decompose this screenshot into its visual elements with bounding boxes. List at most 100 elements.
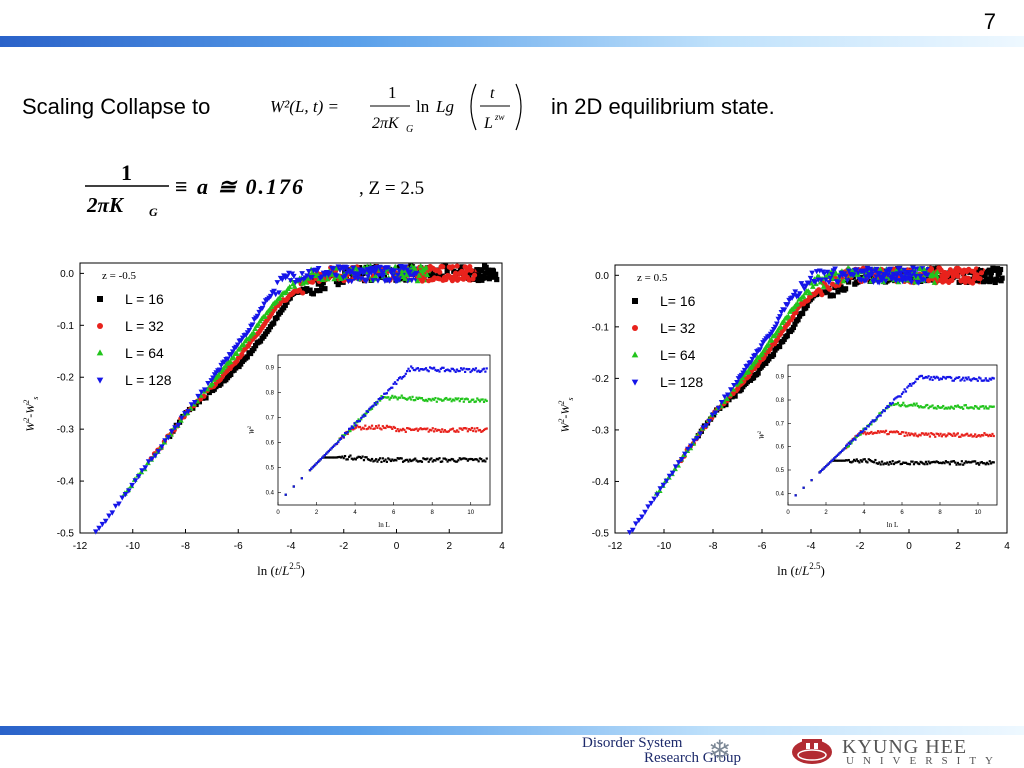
inset-data-point (859, 459, 862, 462)
y-tick-label: -0.1 (57, 321, 75, 332)
inset-data-point (341, 455, 344, 458)
inset-data-point (954, 461, 957, 464)
inset-data-point (839, 459, 842, 462)
data-point (319, 282, 325, 288)
inset-data-point (427, 430, 430, 433)
inset-data-point (980, 405, 983, 408)
inset-data-point (468, 368, 471, 371)
inset-data-point (930, 432, 933, 435)
inset-data-point (920, 374, 924, 378)
inset-data-point (819, 470, 822, 473)
data-point (861, 269, 868, 275)
inset-data-point (443, 369, 447, 373)
inset-data-point (948, 432, 951, 436)
data-point (804, 302, 810, 309)
inset-data-point (932, 407, 936, 410)
data-point (836, 274, 843, 280)
inset-data-point (454, 460, 457, 463)
inset-data-point (892, 430, 896, 433)
y-axis-label: W2-W2s (557, 398, 575, 433)
legend-label: L= 32 (660, 320, 696, 336)
inset-data-point (871, 432, 874, 435)
inset-data-point (946, 407, 949, 410)
inset-data-point (334, 443, 337, 446)
data-point (283, 288, 290, 294)
x-tick-label: -2 (856, 541, 865, 552)
inset-data-point (416, 397, 420, 401)
eq1-inner-den: L (483, 115, 493, 132)
inset-data-point (423, 399, 426, 402)
data-point (287, 278, 294, 284)
inset-data-point (330, 447, 333, 450)
inset-data-point (404, 397, 407, 401)
slide-number: 7 (983, 9, 996, 34)
inset-data-point (875, 462, 878, 465)
data-point (824, 269, 831, 275)
inset-data-point (947, 406, 950, 409)
data-point (844, 278, 851, 284)
data-point (685, 446, 691, 452)
data-point (268, 303, 275, 309)
inset-data-point (926, 433, 929, 436)
data-point (411, 264, 418, 270)
inset-data-point (431, 367, 434, 370)
inset-data-point (459, 427, 463, 430)
inset-data-point (422, 398, 425, 402)
inset-data-point (907, 404, 910, 407)
inset-data-point (990, 462, 993, 465)
inset-data-point (920, 461, 924, 464)
inset-data-point (354, 458, 357, 461)
inset-data-point (922, 406, 925, 409)
data-point (982, 271, 988, 277)
inset-data-point (888, 430, 892, 434)
inset-data-point (849, 440, 852, 443)
data-point (697, 431, 704, 437)
inset-data-point (350, 427, 353, 431)
inset-data-point (352, 428, 355, 431)
inset-data-point (903, 461, 906, 465)
inset-data-point (346, 430, 349, 434)
inset-data-point (846, 459, 849, 462)
inset-data-point (839, 450, 842, 454)
inset-data-point (857, 433, 860, 436)
inset-data-point (426, 457, 429, 460)
y-tick-label: 0.0 (60, 269, 74, 280)
data-point (155, 449, 162, 455)
inset-data-point (476, 397, 479, 400)
data-point (898, 270, 904, 276)
data-point (402, 264, 409, 270)
inset-data-point (875, 431, 878, 435)
inset-data-point (401, 460, 405, 463)
inset-data-point (384, 458, 387, 461)
inset-data-point (959, 379, 962, 382)
data-point (224, 356, 231, 362)
data-point (700, 425, 707, 431)
inset-data-point (466, 459, 469, 462)
data-point (413, 270, 420, 277)
inset-data-point (439, 367, 442, 370)
inset-data-point (855, 434, 858, 437)
inset-data-point (445, 396, 448, 400)
inset-data-point (882, 430, 885, 433)
data-point (449, 264, 456, 270)
data-point (795, 317, 801, 323)
inset-data-point (484, 398, 487, 401)
x-tick-label: 0 (394, 541, 400, 552)
inset-data-point (397, 430, 401, 433)
data-point (374, 266, 380, 272)
inset-data-point (900, 403, 904, 407)
data-point (488, 272, 494, 278)
data-point (706, 418, 713, 425)
eq2-z-value: , Z = 2.5 (359, 178, 424, 199)
data-point (427, 263, 433, 270)
eq2-denominator-sub: G (149, 205, 158, 219)
inset-data-point (974, 404, 977, 408)
inset-data-point (898, 432, 901, 436)
inset-data-point (963, 404, 966, 407)
inset-data-point (397, 377, 401, 380)
inset-data-point (900, 431, 904, 434)
inset-data-point (954, 434, 957, 437)
inset-data-point (339, 437, 343, 440)
inset-data-point (888, 404, 892, 407)
inset-data-point (978, 376, 981, 379)
